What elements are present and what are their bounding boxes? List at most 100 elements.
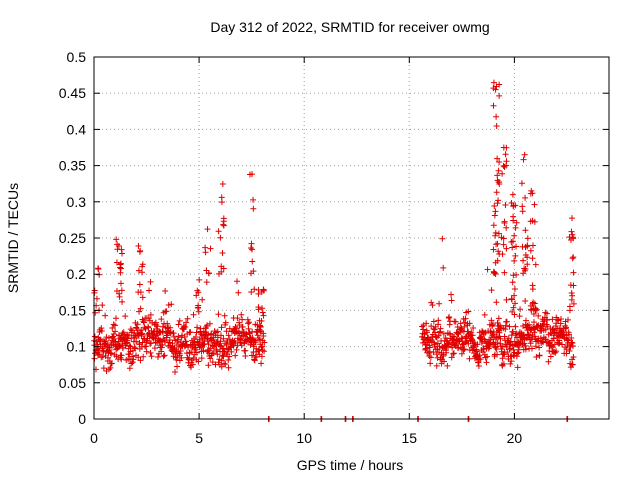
- data-point: [193, 349, 200, 356]
- data-point: [116, 293, 123, 300]
- data-point: [124, 339, 131, 346]
- data-point: [129, 353, 136, 360]
- data-point: [186, 355, 193, 362]
- data-point: [521, 151, 528, 158]
- data-point: [118, 352, 125, 359]
- data-point: [223, 328, 230, 335]
- data-point: [93, 295, 100, 302]
- data-point: [490, 79, 497, 86]
- data-point: [119, 250, 126, 257]
- data-point: [512, 300, 519, 307]
- data-point: [512, 252, 519, 259]
- data-point: [544, 323, 551, 330]
- data-point: [494, 200, 501, 207]
- data-point: [511, 311, 518, 318]
- data-point: [490, 268, 497, 275]
- data-point: [234, 315, 241, 322]
- data-point: [183, 319, 190, 326]
- data-point: [510, 304, 517, 311]
- data-point: [91, 287, 98, 294]
- data-point: [107, 349, 114, 356]
- data-point: [433, 362, 440, 369]
- data-point: [248, 289, 255, 295]
- data-point: [158, 316, 165, 323]
- data-point: [164, 325, 171, 332]
- data-point: [520, 257, 527, 264]
- data-point: [245, 325, 252, 332]
- data-point: [431, 329, 438, 336]
- data-point: [428, 299, 435, 306]
- data-point: [566, 347, 573, 354]
- data-point: [136, 248, 143, 255]
- data-point: [95, 347, 102, 354]
- y-tick-label: 0: [78, 411, 86, 427]
- data-point: [559, 341, 566, 348]
- data-point: [491, 269, 498, 276]
- data-point: [261, 339, 268, 346]
- data-point: [569, 339, 576, 346]
- data-point: [512, 323, 519, 330]
- data-point: [91, 333, 98, 340]
- data-point: [493, 83, 500, 90]
- data-point: [509, 244, 516, 251]
- data-point: [207, 245, 214, 252]
- data-point: [448, 291, 455, 298]
- data-point: [220, 335, 227, 342]
- data-point: [460, 346, 467, 353]
- data-point: [566, 331, 573, 338]
- data-point: [122, 313, 129, 320]
- data-point: [110, 321, 117, 328]
- data-point: [137, 305, 144, 312]
- data-point: [487, 336, 494, 343]
- data-point: [215, 359, 222, 366]
- data-point: [503, 296, 510, 303]
- data-point: [238, 311, 245, 318]
- data-point: [251, 356, 258, 363]
- data-point: [522, 346, 529, 353]
- data-point: [203, 329, 210, 336]
- data-point: [154, 354, 161, 361]
- data-point: [199, 296, 206, 303]
- data-point: [159, 341, 166, 348]
- data-point: [128, 360, 135, 367]
- data-point: [219, 180, 226, 187]
- data-point: [507, 360, 514, 367]
- data-point: [218, 363, 225, 370]
- data-point: [511, 232, 518, 239]
- data-point: [435, 332, 442, 339]
- data-point: [423, 320, 430, 327]
- data-point: [493, 113, 500, 120]
- data-point: [171, 333, 178, 340]
- data-point: [178, 354, 185, 361]
- data-point: [253, 353, 260, 360]
- data-point: [146, 287, 153, 294]
- data-point: [174, 363, 181, 370]
- data-point: [436, 300, 443, 307]
- data-point: [188, 349, 195, 356]
- data-point: [536, 344, 543, 351]
- data-point: [495, 197, 502, 204]
- data-point: [139, 330, 146, 337]
- data-point: [106, 366, 113, 373]
- data-point: [192, 333, 199, 340]
- data-point: [540, 318, 547, 325]
- data-point: [259, 309, 266, 316]
- data-point: [215, 228, 222, 235]
- data-point: [480, 346, 487, 353]
- data-point: [112, 315, 119, 322]
- data-point: [528, 345, 535, 352]
- data-point: [239, 316, 246, 323]
- data-point: [494, 172, 501, 179]
- data-point: [233, 346, 240, 353]
- y-tick-label: 0.3: [67, 194, 87, 210]
- data-point: [516, 313, 523, 320]
- data-point: [196, 276, 203, 283]
- data-point: [510, 272, 517, 279]
- data-point: [522, 298, 529, 305]
- data-point: [502, 151, 509, 158]
- data-point: [457, 320, 464, 327]
- data-point: [200, 341, 207, 348]
- data-point: [524, 243, 531, 250]
- data-point: [524, 261, 531, 268]
- data-point: [203, 267, 210, 274]
